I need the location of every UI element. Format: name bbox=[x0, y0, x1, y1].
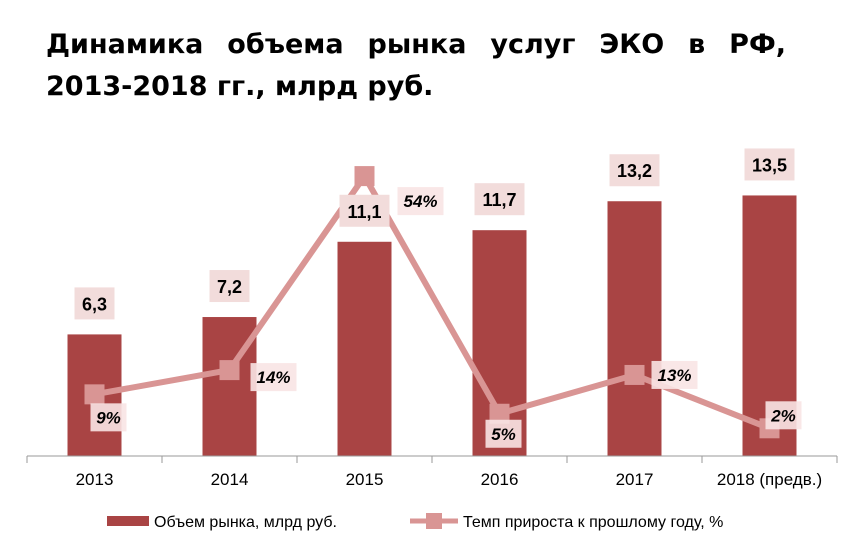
bar-label-box bbox=[339, 194, 390, 227]
bar-value-label: 11,1 bbox=[347, 202, 381, 222]
bar-value-label: 13,2 bbox=[617, 161, 652, 181]
growth-marker-2016 bbox=[489, 403, 510, 424]
bar-label-box bbox=[609, 154, 660, 187]
legend-bar-label: Объем рынка, млрд руб. bbox=[154, 514, 337, 531]
bar-value-label: 7,2 bbox=[217, 277, 242, 297]
growth-marker-2013 bbox=[84, 384, 105, 405]
x-tick-label: 2016 bbox=[481, 470, 519, 489]
x-tick-label: 2018 (предв.) bbox=[717, 470, 822, 489]
growth-value-label: 2% bbox=[770, 406, 796, 425]
growth-value-label: 13% bbox=[657, 366, 691, 385]
growth-value-label: 14% bbox=[256, 368, 290, 387]
bar-2017 bbox=[607, 201, 662, 456]
bar-value-label: 6,3 bbox=[82, 294, 107, 314]
x-tick-label: 2014 bbox=[211, 470, 249, 489]
growth-label-box bbox=[397, 187, 444, 216]
bar-label-box bbox=[744, 148, 795, 181]
x-axis-ticks: 2013 2014 2015 2016 2017 2018 (предв.) bbox=[26, 456, 838, 489]
legend-line-marker bbox=[426, 513, 442, 529]
growth-label-box bbox=[250, 363, 297, 392]
bar-label-box bbox=[74, 287, 115, 320]
growth-labels-layer: 9% 14% 54% 5% 13% 2% bbox=[90, 187, 802, 448]
bar-value-label: 11,7 bbox=[482, 190, 516, 210]
growth-marker-2017 bbox=[624, 364, 645, 385]
legend-line-label: Темп прироста к прошлому году, % bbox=[463, 514, 723, 531]
growth-label-box bbox=[651, 360, 698, 389]
growth-marker-2014 bbox=[219, 360, 240, 381]
growth-marker-2015 bbox=[354, 166, 375, 187]
bar-label-box bbox=[209, 270, 250, 303]
x-tick-label: 2013 bbox=[76, 470, 114, 489]
x-tick-label: 2017 bbox=[616, 470, 654, 489]
growth-value-label: 9% bbox=[96, 408, 121, 427]
x-tick-label: 2015 bbox=[346, 470, 384, 489]
growth-label-box bbox=[765, 401, 802, 430]
bar-value-label: 13,5 bbox=[752, 155, 787, 175]
legend-bar-swatch bbox=[107, 516, 149, 526]
bar-label-box bbox=[474, 183, 525, 216]
growth-value-label: 54% bbox=[403, 192, 437, 211]
growth-label-box bbox=[90, 403, 127, 432]
growth-label-box bbox=[485, 419, 522, 448]
bars-layer bbox=[67, 195, 797, 456]
growth-value-label: 5% bbox=[491, 425, 516, 444]
chart-title: Динамика объема рынка услуг ЭКО в РФ, 20… bbox=[46, 29, 786, 102]
legend: Объем рынка, млрд руб. Темп прироста к п… bbox=[107, 513, 723, 531]
bar-2015 bbox=[337, 241, 392, 456]
bar-labels-layer: 6,3 7,2 11,1 11,7 13,2 13,5 bbox=[74, 148, 795, 320]
